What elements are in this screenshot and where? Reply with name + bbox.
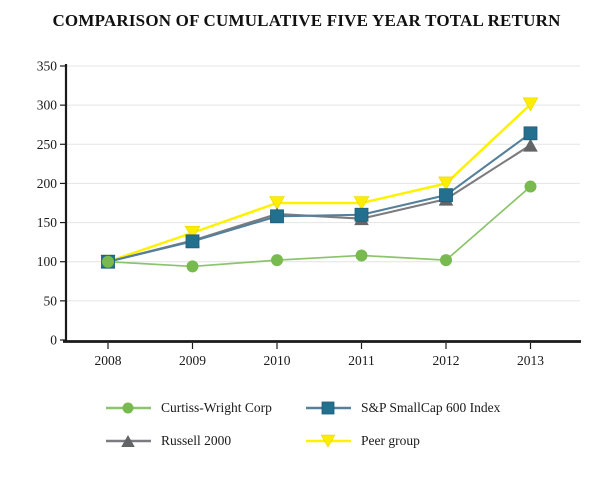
- series-marker-circle: [524, 180, 537, 193]
- y-tick-label: 100: [37, 254, 58, 269]
- legend-label: Peer group: [361, 433, 420, 448]
- chart-title: COMPARISON OF CUMULATIVE FIVE YEAR TOTAL…: [52, 11, 561, 30]
- series-marker-triangle-down: [269, 196, 285, 211]
- legend: Curtiss-Wright Corp S&P SmallCap 600 Inde…: [106, 397, 500, 452]
- triangle-down-legend-swatch-icon: [306, 434, 351, 448]
- x-tick-label: 2010: [264, 353, 291, 368]
- square-legend-swatch-icon: [306, 401, 351, 415]
- y-tick-label: 50: [44, 293, 58, 308]
- series-marker-circle: [355, 249, 368, 262]
- x-tick-label: 2012: [433, 353, 460, 368]
- legend-label: Russell 2000: [161, 433, 232, 448]
- series-marker-square: [439, 188, 453, 203]
- series-marker-square: [321, 401, 335, 415]
- series-marker-square: [354, 207, 369, 222]
- legend-label: S&P SmallCap 600 Index: [361, 400, 501, 415]
- series-marker-circle: [271, 254, 283, 267]
- legend-item-peer-group: Peer group: [306, 430, 500, 452]
- series-marker-circle: [102, 255, 114, 268]
- x-tick-label: 2009: [179, 353, 206, 368]
- legend-item-s-p-smallcap-600-index: S&P SmallCap 600 Index: [306, 397, 500, 419]
- y-tick-label: 200: [37, 176, 58, 191]
- series-line: [107, 103, 532, 263]
- series-marker-square: [185, 234, 200, 249]
- series-line: [107, 185, 532, 268]
- series-marker-circle: [440, 254, 452, 267]
- series-marker-triangle-down: [522, 97, 539, 112]
- series-line: [107, 132, 532, 263]
- y-tick-label: 350: [37, 59, 58, 74]
- x-tick-label: 2008: [95, 353, 122, 368]
- legend-item-russell-2000: Russell 2000: [106, 430, 306, 452]
- y-tick-label: 0: [50, 333, 57, 348]
- x-tick-label: 2013: [517, 353, 544, 368]
- series-marker-square: [270, 209, 284, 224]
- legend-item-curtiss-wright-corp: Curtiss-Wright Corp: [106, 397, 306, 419]
- y-tick-label: 300: [37, 98, 58, 113]
- triangle-up-legend-swatch-icon: [106, 435, 151, 447]
- series-marker-triangle-down: [320, 434, 336, 448]
- series-marker-triangle-down: [184, 225, 201, 240]
- series-marker-square: [523, 126, 538, 141]
- series-marker-triangle-up: [523, 138, 538, 152]
- series-marker-triangle-down: [353, 196, 370, 211]
- y-tick-label: 150: [37, 215, 58, 230]
- series-marker-triangle-up: [121, 435, 135, 447]
- plot-area: 0 50 100 150 200 250 300 350 2008 2009 2010 2011 201…: [37, 59, 581, 368]
- circle-legend-swatch-icon: [106, 402, 151, 414]
- series-marker-circle: [186, 260, 199, 273]
- series-marker-circle: [122, 402, 134, 414]
- x-tick-label: 2011: [348, 353, 375, 368]
- legend-label: Curtiss-Wright Corp: [161, 400, 272, 415]
- y-tick-label: 250: [37, 137, 58, 152]
- series-marker-triangle-down: [438, 176, 454, 191]
